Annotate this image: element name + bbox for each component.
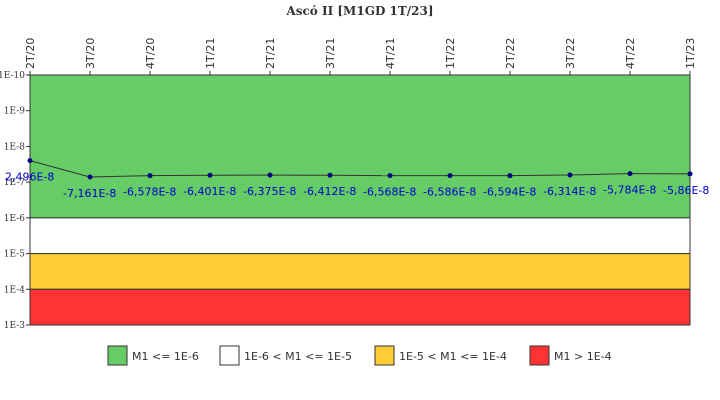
x-tick-label: 2T/21 [264, 38, 277, 69]
band-1 [29, 217, 691, 255]
x-tick-label: 2T/22 [504, 38, 517, 69]
y-tick-label: 1E-10 [0, 71, 25, 81]
data-label: 2,496E-8 [5, 171, 54, 184]
x-tick-label: 3T/21 [324, 38, 337, 69]
x-tick-label: 4T/22 [624, 38, 637, 69]
data-labels: 2,496E-8 -7,161E-8 -6,578E-8 -6,401E-8 -6,37… [5, 171, 709, 200]
threshold-bands [29, 74, 691, 326]
legend-label-2: 1E-5 < M1 <= 1E-4 [399, 350, 507, 363]
data-point [27, 158, 33, 164]
data-label: -5,86E-8 [663, 184, 709, 197]
data-label: -6,314E-8 [543, 185, 596, 198]
data-label: -6,401E-8 [183, 185, 236, 198]
y-tick-label: 1E-5 [4, 250, 26, 260]
data-label: -6,594E-8 [483, 186, 536, 199]
data-point [627, 171, 633, 177]
legend-swatch-0 [107, 345, 128, 366]
x-tick-label: 3T/20 [84, 38, 97, 69]
data-point [387, 173, 393, 179]
y-tick-label: 1E-3 [4, 321, 26, 331]
data-point [327, 172, 333, 178]
y-tick-label: 1E-8 [4, 142, 26, 152]
legend-swatch-1 [219, 345, 240, 366]
chart-title: Ascó II [M1GD 1T/23] [285, 4, 433, 18]
series-segment [569, 173, 631, 176]
data-label: -6,412E-8 [303, 185, 356, 198]
legend-swatch-3 [529, 345, 550, 366]
x-tick-label: 1T/23 [684, 38, 697, 69]
data-label: -7,161E-8 [63, 187, 116, 200]
series-segment [89, 175, 151, 178]
data-point [147, 173, 153, 179]
data-label: -6,568E-8 [363, 186, 416, 199]
series-line [27, 158, 693, 180]
data-label: -6,578E-8 [123, 186, 176, 199]
data-point [447, 173, 453, 179]
data-label: -6,586E-8 [423, 186, 476, 199]
band-3 [29, 288, 691, 326]
data-label: -6,375E-8 [243, 185, 296, 198]
y-tick-label: 1E-4 [4, 285, 26, 295]
data-label: -5,784E-8 [603, 184, 656, 197]
data-point [87, 174, 93, 180]
data-point [207, 172, 213, 178]
x-tick-label: 3T/22 [564, 38, 577, 69]
data-point [567, 172, 573, 178]
x-tick-label: 1T/21 [204, 38, 217, 69]
data-point [687, 171, 693, 177]
y-tick-label: 1E-7 [4, 178, 26, 188]
series-segment [509, 174, 571, 177]
x-axis: 2T/20 3T/20 4T/20 1T/21 2T/21 3T/21 4T/21 1T/22… [24, 38, 697, 75]
y-tick-label: 1E-6 [4, 214, 26, 224]
y-axis: 1E-10 1E-9 1E-8 1E-7 1E-6 1E-5 1E-4 1E-3 [0, 71, 30, 331]
legend: M1 <= 1E-6 1E-6 < M1 <= 1E-5 1E-5 < M1 <= … [107, 345, 612, 366]
x-tick-label: 1T/22 [444, 38, 457, 69]
legend-label-3: M1 > 1E-4 [554, 350, 612, 363]
legend-swatch-2 [374, 345, 395, 366]
y-tick-label: 1E-9 [4, 107, 26, 117]
data-point [507, 173, 513, 179]
band-2 [29, 253, 691, 290]
data-point [267, 172, 273, 178]
x-tick-label: 2T/20 [24, 38, 37, 69]
legend-label-1: 1E-6 < M1 <= 1E-5 [244, 350, 352, 363]
series-segment [29, 160, 91, 178]
legend-label-0: M1 <= 1E-6 [132, 350, 199, 363]
band-0 [29, 74, 691, 219]
x-tick-label: 4T/20 [144, 38, 157, 69]
x-tick-label: 4T/21 [384, 38, 397, 69]
